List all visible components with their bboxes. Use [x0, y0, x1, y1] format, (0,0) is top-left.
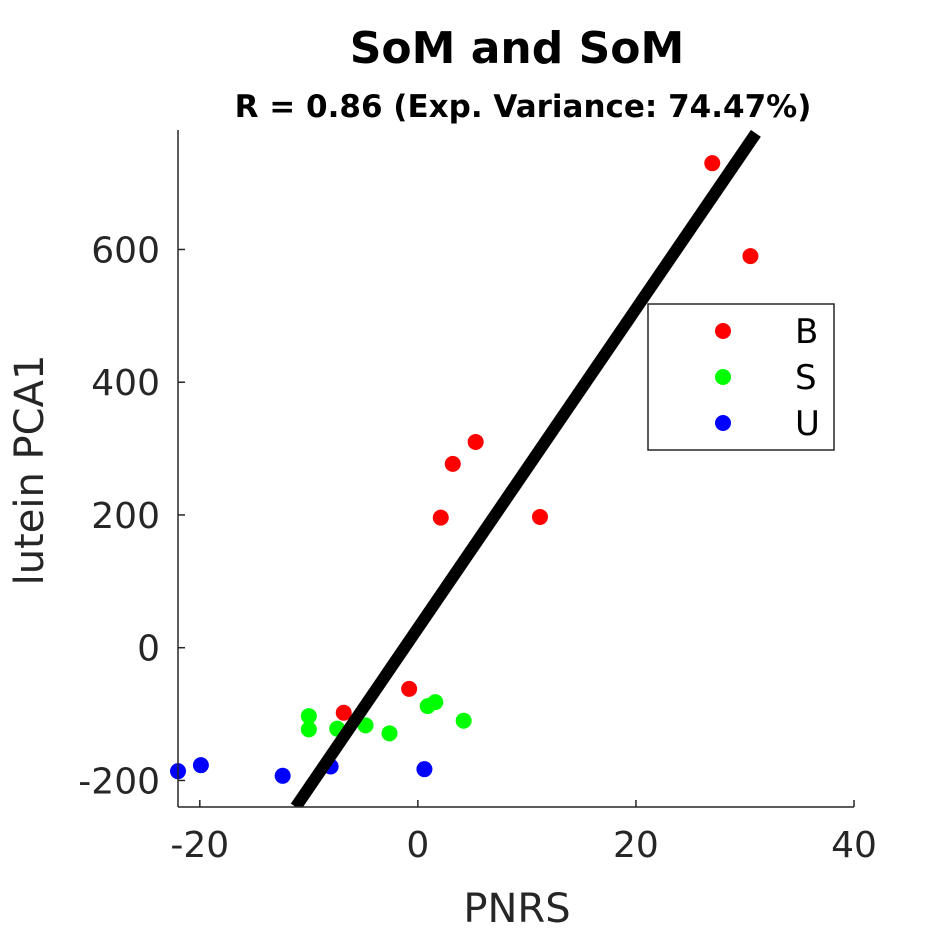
legend-label-s: S [795, 358, 817, 398]
x-tick-label: 0 [406, 825, 429, 866]
legend-box [647, 303, 835, 451]
point-s-1 [300, 721, 317, 738]
x-axis-label: PNRS [463, 886, 570, 932]
point-b-4 [432, 509, 449, 526]
point-s-6 [427, 694, 444, 711]
point-b-2 [467, 433, 484, 450]
point-b-3 [444, 455, 461, 472]
y-tick-label: 600 [91, 230, 160, 271]
point-s-7 [455, 712, 472, 729]
point-b-6 [401, 680, 418, 697]
point-s-4 [381, 725, 398, 742]
legend-marker-u [715, 415, 731, 431]
point-u-4 [416, 761, 433, 778]
y-tick-label: 200 [91, 496, 160, 537]
point-b-7 [335, 704, 352, 721]
y-tick-label: 400 [91, 363, 160, 404]
point-u-2 [274, 767, 291, 784]
legend: BSU [647, 303, 835, 451]
legend-label-u: U [795, 404, 820, 444]
point-s-0 [300, 708, 317, 725]
chart-subtitle: R = 0.86 (Exp. Variance: 74.47%) [235, 89, 812, 125]
point-b-0 [704, 155, 721, 172]
y-tick-label: 0 [137, 629, 160, 670]
point-b-5 [531, 508, 548, 525]
x-tick-label: 20 [613, 825, 659, 866]
legend-label-b: B [795, 312, 818, 352]
chart-title: SoM and SoM [350, 23, 685, 74]
data-points [170, 155, 759, 784]
x-tick-label: -20 [170, 825, 229, 866]
legend-marker-b [715, 323, 731, 339]
axes [177, 130, 855, 808]
x-tick-label: 40 [831, 825, 877, 866]
point-b-1 [742, 248, 759, 265]
y-axis-label: lutein PCA1 [7, 355, 53, 586]
regression-line [290, 130, 761, 807]
point-s-3 [357, 717, 374, 734]
fit-line-layer [290, 130, 761, 807]
legend-marker-s [715, 369, 731, 385]
point-u-1 [192, 757, 209, 774]
y-tick-label: -200 [78, 761, 160, 802]
